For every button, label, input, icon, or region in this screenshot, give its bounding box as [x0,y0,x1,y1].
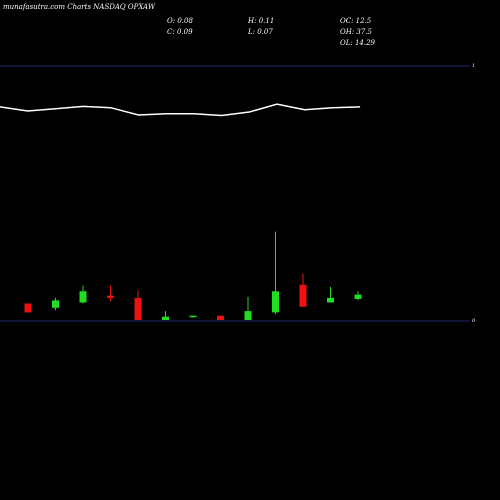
stat-ol: OL: 14.29 [340,39,376,47]
candle-3 [79,285,87,304]
stat-oc: OC: 12.5 [340,17,372,25]
candle-5 [134,290,142,320]
candle-4 [107,285,114,302]
stat-high: H: 0.11 [248,17,275,25]
candle-body [189,315,197,318]
candle-body [162,316,169,320]
stat-low: L: 0.07 [248,28,273,36]
stat-open: O: 0.08 [167,17,193,25]
candle-body [327,297,334,303]
candle-body [79,291,87,303]
candle-body [299,284,307,307]
candle-11 [299,273,307,307]
candle-13 [354,291,362,301]
candle-body [52,300,59,308]
candle-7 [189,315,197,318]
candle-1 [24,303,32,313]
candle-2 [52,297,59,311]
axis-top-label: 1 [472,63,475,69]
price-line [0,103,361,117]
candle-12 [327,286,334,303]
candle-body [134,297,142,320]
candle-10 [272,231,279,315]
candle-body [272,291,279,313]
axis-bottom-label: 0 [472,318,476,324]
chart-title: munafasutra.com Charts NASDAQ OPXAW [3,3,156,11]
candle-body [24,303,32,313]
candle-body [217,315,224,320]
line-series [0,103,361,117]
stat-close: C: 0.09 [167,28,193,36]
candle-body [244,311,252,320]
stat-oh: OH: 37.5 [340,28,373,36]
candle-6 [162,311,169,320]
candle-8 [217,315,224,320]
candle-9 [244,296,252,320]
candle-series [24,231,362,320]
candle-body [354,294,362,299]
candle-body [107,295,114,298]
